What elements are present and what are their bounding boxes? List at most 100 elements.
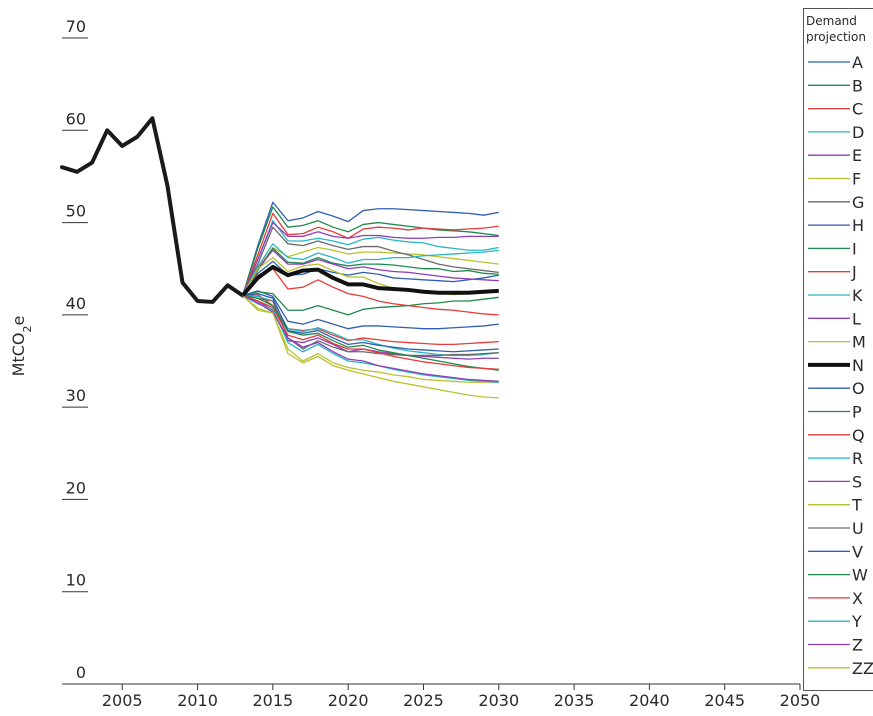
y-tick-label: 50 xyxy=(66,202,86,221)
series-line-e xyxy=(242,221,499,296)
legend-label: Q xyxy=(852,426,865,445)
y-tick-label: 0 xyxy=(76,663,86,682)
series-line-w xyxy=(242,294,499,371)
y-tick: 0 xyxy=(62,663,88,685)
series-line-t xyxy=(242,294,499,383)
series-line-k xyxy=(242,243,499,296)
x-tick-label: 2050 xyxy=(780,691,821,710)
legend-item-e: E xyxy=(808,146,862,165)
legend-label: C xyxy=(852,100,863,119)
legend-label: G xyxy=(852,193,864,212)
x-tick-label: 2005 xyxy=(102,691,143,710)
projection-series-group xyxy=(241,201,499,399)
y-tick: 20 xyxy=(62,478,88,500)
x-axis: 2005 2010 2015 2020 2025 2030 2035 2040 2045 2050 xyxy=(62,683,821,710)
legend: Demand projection ABCDEFGHIJKLMNOPQRSTUVWX… xyxy=(803,8,873,691)
legend-item-o: O xyxy=(808,379,865,398)
y-tick: 10 xyxy=(62,571,88,593)
legend-item-zz: ZZ xyxy=(808,659,873,678)
legend-item-q: Q xyxy=(808,426,865,445)
x-tick-label: 2015 xyxy=(252,691,293,710)
legend-item-g: G xyxy=(808,193,864,212)
legend-item-j: J xyxy=(808,263,857,282)
y-axis-label: MtCO2e xyxy=(9,316,34,377)
series-line-n xyxy=(241,264,499,297)
x-tick: 2015 xyxy=(252,684,293,710)
legend-item-s: S xyxy=(808,472,862,491)
x-tick-label: 2020 xyxy=(328,691,369,710)
legend-item-t: T xyxy=(808,496,862,515)
historical-line xyxy=(60,116,245,304)
legend-title-line: projection xyxy=(806,30,866,44)
legend-item-l: L xyxy=(808,309,861,328)
legend-item-f: F xyxy=(808,170,861,189)
series-line-c xyxy=(242,212,499,296)
x-tick: 2030 xyxy=(478,684,519,710)
legend-label: K xyxy=(852,286,863,305)
legend-label: S xyxy=(852,472,862,491)
y-tick-label: 10 xyxy=(66,571,86,590)
y-axis-ticks: 0 10 20 30 40 50 60 70 xyxy=(62,17,88,685)
legend-item-k: K xyxy=(808,286,863,305)
legend-item-d: D xyxy=(808,123,864,142)
legend-item-r: R xyxy=(808,449,863,468)
series-line-a xyxy=(242,201,499,296)
legend-label: Z xyxy=(852,636,863,655)
y-tick-label: 40 xyxy=(66,294,86,313)
x-tick: 2040 xyxy=(629,684,670,710)
y-axis-label-subscript: 2 xyxy=(21,326,34,333)
legend-box xyxy=(803,8,873,691)
legend-label: V xyxy=(852,542,863,561)
legend-item-a: A xyxy=(808,53,863,72)
svg-text:MtCO2e: MtCO2e xyxy=(9,316,34,377)
y-tick-label: 20 xyxy=(66,478,86,497)
y-axis-label-suffix: e xyxy=(9,316,28,326)
legend-item-x: X xyxy=(808,589,863,608)
legend-label: W xyxy=(852,566,868,585)
y-tick: 30 xyxy=(62,386,88,408)
legend-label: O xyxy=(852,379,865,398)
legend-title-line: Demand xyxy=(806,14,857,28)
legend-item-p: P xyxy=(808,403,862,422)
legend-label: T xyxy=(851,496,862,515)
x-tick: 2010 xyxy=(177,684,218,710)
y-tick-label: 70 xyxy=(66,17,86,36)
legend-label: P xyxy=(852,403,862,422)
legend-label: U xyxy=(852,519,864,538)
series-line-l xyxy=(242,249,499,296)
legend-label: F xyxy=(852,170,861,189)
x-tick-label: 2045 xyxy=(704,691,745,710)
y-tick: 60 xyxy=(62,109,88,131)
legend-label: H xyxy=(852,216,864,235)
x-tick: 2045 xyxy=(704,684,745,710)
x-tick-label: 2040 xyxy=(629,691,670,710)
legend-label: Y xyxy=(851,612,862,631)
legend-label: L xyxy=(852,309,861,328)
historical-emissions-series xyxy=(60,116,245,304)
legend-item-v: V xyxy=(808,542,863,561)
legend-label: N xyxy=(852,356,864,375)
legend-item-i: I xyxy=(808,239,857,258)
legend-item-m: M xyxy=(808,333,866,352)
legend-label: M xyxy=(852,333,866,352)
series-line-i xyxy=(242,247,499,296)
legend-item-z: Z xyxy=(808,636,863,655)
series-line-z xyxy=(242,294,499,382)
legend-label: I xyxy=(852,239,857,258)
x-tick: 2020 xyxy=(328,684,369,710)
series-line-o xyxy=(242,290,499,330)
series-line-d xyxy=(242,220,499,296)
x-tick: 2005 xyxy=(102,684,143,710)
legend-label: B xyxy=(852,76,863,95)
series-line-zz xyxy=(242,295,499,399)
series-line-y xyxy=(242,294,499,383)
x-tick-label: 2025 xyxy=(403,691,444,710)
legend-label: E xyxy=(852,146,862,165)
legend-label: J xyxy=(851,263,857,282)
legend-label: ZZ xyxy=(852,659,873,678)
y-tick-label: 60 xyxy=(66,109,86,128)
x-tick: 2025 xyxy=(403,684,444,710)
series-line-g xyxy=(242,226,499,296)
legend-item-y: Y xyxy=(808,612,862,631)
